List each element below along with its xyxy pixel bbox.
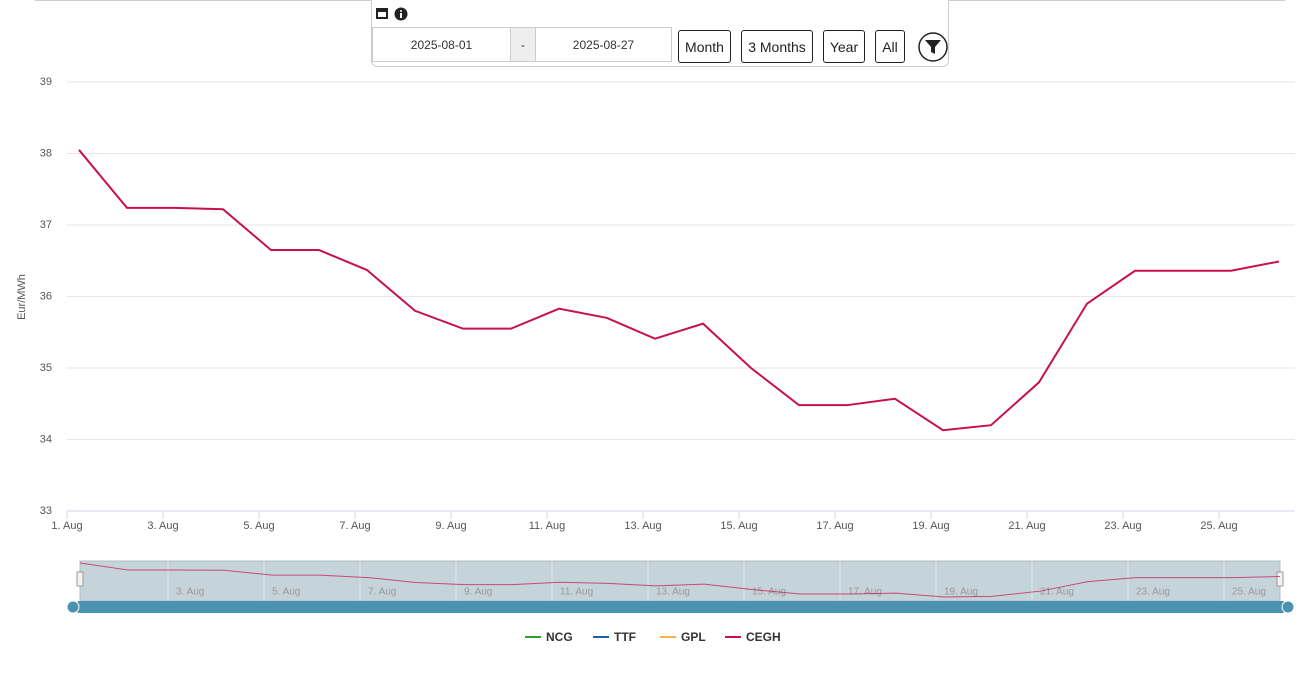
- navigator-label: 7. Aug: [368, 587, 396, 598]
- range-button[interactable]: All: [875, 30, 905, 63]
- navigator-scrollbar[interactable]: [74, 601, 1288, 613]
- x-tick-label: 7. Aug: [339, 520, 370, 532]
- legend-label[interactable]: CEGH: [746, 630, 781, 644]
- toolbar-icons: [376, 7, 408, 21]
- series-line: [78, 149, 1280, 432]
- x-tick-label: 9. Aug: [435, 520, 466, 532]
- y-tick-label: 39: [40, 76, 52, 88]
- range-button[interactable]: 3 Months: [741, 30, 813, 63]
- navigator-line: [79, 562, 1281, 598]
- legend-label[interactable]: NCG: [546, 630, 573, 644]
- x-tick-label: 19. Aug: [912, 520, 949, 532]
- date-from-input[interactable]: 2025-08-01: [372, 27, 511, 62]
- x-tick-label: 15. Aug: [720, 520, 757, 532]
- y-tick-label: 38: [40, 147, 52, 159]
- navigator-label: 15. Aug: [752, 587, 786, 598]
- y-tick-label: 33: [40, 505, 52, 517]
- scroll-left[interactable]: [66, 600, 80, 614]
- y-tick-label: 35: [40, 362, 52, 374]
- x-tick-label: 3. Aug: [147, 520, 178, 532]
- y-tick-label: 37: [40, 219, 52, 231]
- navigator-label: 11. Aug: [560, 587, 593, 598]
- legend-label[interactable]: TTF: [614, 630, 636, 644]
- navigator-label: 23. Aug: [1136, 587, 1170, 598]
- navigator-label: 5. Aug: [272, 587, 300, 598]
- x-tick-label: 11. Aug: [529, 520, 566, 532]
- x-tick-label: 23. Aug: [1104, 520, 1141, 532]
- x-tick-label: 5. Aug: [243, 520, 274, 532]
- x-tick-label: 13. Aug: [624, 520, 661, 532]
- x-tick-label: 1. Aug: [51, 520, 82, 532]
- navigator-label: 13. Aug: [656, 587, 690, 598]
- navigator-label: 19. Aug: [944, 587, 978, 598]
- scroll-right[interactable]: [1281, 600, 1295, 614]
- navigator-label: 17. Aug: [848, 587, 882, 598]
- navigator-label: 21. Aug: [1040, 587, 1074, 598]
- y-tick-label: 34: [40, 433, 52, 445]
- filter-button[interactable]: [918, 32, 948, 62]
- navigator-handle[interactable]: [1276, 571, 1284, 587]
- date-separator: -: [510, 27, 536, 62]
- navigator-handle[interactable]: [76, 571, 84, 587]
- range-button[interactable]: Year: [823, 30, 865, 63]
- navigator-label: 25. Aug: [1232, 587, 1266, 598]
- toolbar: 2025-08-01 - 2025-08-27 Month 3 Months Y…: [371, 0, 949, 67]
- x-tick-label: 25. Aug: [1200, 520, 1237, 532]
- y-axis-label: Eur/MWh: [16, 274, 28, 320]
- x-tick-label: 21. Aug: [1008, 520, 1045, 532]
- navigator-label: 3. Aug: [176, 587, 204, 598]
- legend-label[interactable]: GPL: [681, 630, 706, 644]
- y-tick-label: 36: [40, 290, 52, 302]
- date-to-input[interactable]: 2025-08-27: [535, 27, 672, 62]
- range-button[interactable]: Month: [678, 30, 731, 63]
- x-tick-label: 17. Aug: [816, 520, 853, 532]
- navigator-label: 9. Aug: [464, 587, 492, 598]
